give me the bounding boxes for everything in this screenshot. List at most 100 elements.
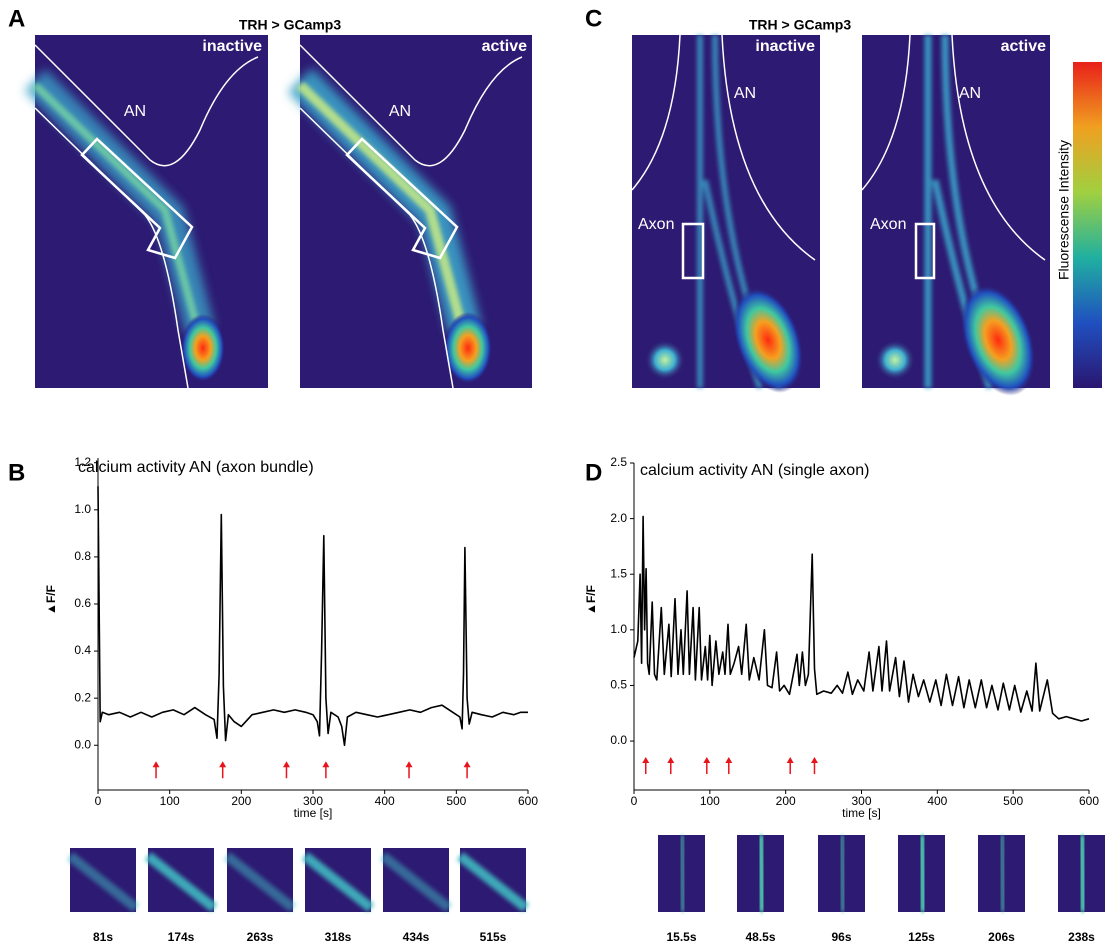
x-tick-label: 100 xyxy=(160,794,180,808)
region-label: AN xyxy=(734,85,756,102)
y-axis-label: ▲F/F xyxy=(44,585,58,615)
arrow-head xyxy=(152,761,160,768)
y-tick-label: 1.5 xyxy=(610,566,627,580)
region-label: AN xyxy=(124,103,146,120)
y-axis-label: ▲F/F xyxy=(584,585,598,615)
x-tick-label: 500 xyxy=(446,794,466,808)
stimulus-arrow xyxy=(463,761,471,779)
arrow-head xyxy=(642,757,650,764)
y-tick-label: 1.0 xyxy=(610,622,627,636)
x-tick-label: 500 xyxy=(1003,794,1023,808)
arrow-head xyxy=(703,757,711,764)
arrow-head xyxy=(463,761,471,768)
thumbnail xyxy=(66,848,140,912)
chart-title: calcium activity AN (axon bundle) xyxy=(78,459,314,476)
stimulus-arrow xyxy=(810,757,818,775)
thumbnail xyxy=(456,848,530,912)
x-tick-label: 300 xyxy=(851,794,871,808)
y-tick-label: 2.5 xyxy=(610,455,627,469)
stimulus-arrow xyxy=(703,757,711,775)
thumbnail-signal xyxy=(917,834,928,913)
micrograph: active AN xyxy=(287,35,532,389)
region-label: AN xyxy=(959,85,981,102)
y-tick-label: 0.6 xyxy=(74,596,91,610)
x-tick-label: 600 xyxy=(518,794,538,808)
thumbnail-signal xyxy=(1077,834,1088,913)
thumbnail-signal xyxy=(66,852,140,912)
y-tick-label: 0.0 xyxy=(610,733,627,747)
stimulus-arrow xyxy=(219,761,227,779)
micrograph: inactive AN xyxy=(24,35,268,389)
thumbnail-label: 238s xyxy=(1068,930,1095,944)
x-tick-label: 300 xyxy=(303,794,323,808)
thumbnail xyxy=(898,834,945,913)
thumbnail-label: 318s xyxy=(325,930,352,944)
thumbnail xyxy=(978,834,1025,913)
colorbar-label: Fluorescense Intensity xyxy=(1056,140,1072,280)
panel-title: TRH > GCamp3 xyxy=(239,17,342,33)
thumbnail xyxy=(737,834,784,913)
stimulus-arrow xyxy=(667,757,675,775)
x-tick-label: 200 xyxy=(231,794,251,808)
thumbnail-label: 81s xyxy=(93,930,113,944)
image-label: inactive xyxy=(202,38,262,55)
thumbnail-signal xyxy=(837,834,848,913)
panel-letter: C xyxy=(585,5,602,32)
image-label: active xyxy=(1001,38,1046,55)
stimulus-arrow xyxy=(152,761,160,779)
micrograph: inactive AN Axon xyxy=(631,34,820,393)
thumbnail-signal xyxy=(456,852,530,912)
panel-letter: A xyxy=(8,5,25,32)
thumbnail-label: 96s xyxy=(831,930,851,944)
x-tick-label: 400 xyxy=(927,794,947,808)
x-axis-label: time [s] xyxy=(294,806,333,820)
stimulus-arrow xyxy=(322,761,330,779)
thumbnail xyxy=(1058,834,1105,913)
image-label: inactive xyxy=(755,38,815,55)
thumbnail-signal xyxy=(301,852,375,912)
y-tick-label: 0.2 xyxy=(74,690,91,704)
thumbnail-signal xyxy=(756,834,767,913)
thumbnail-label: 206s xyxy=(988,930,1015,944)
stimulus-arrow xyxy=(642,757,650,775)
panel-title: TRH > GCamp3 xyxy=(749,17,852,33)
thumbnail-label: 174s xyxy=(168,930,195,944)
panel-letter: D xyxy=(585,459,602,486)
thumbnail xyxy=(144,848,218,912)
arrow-head xyxy=(786,757,794,764)
y-tick-label: 1.0 xyxy=(74,502,91,516)
thumbnail-label: 263s xyxy=(247,930,274,944)
arrow-head xyxy=(322,761,330,768)
chart-title: calcium activity AN (single axon) xyxy=(640,462,869,479)
stimulus-arrow xyxy=(786,757,794,775)
arrow-head xyxy=(667,757,675,764)
thumbnail xyxy=(658,834,705,913)
y-tick-label: 1.2 xyxy=(74,455,91,469)
data-line xyxy=(97,486,528,747)
y-tick-label: 0.8 xyxy=(74,549,91,563)
thumbnail-label: 515s xyxy=(480,930,507,944)
thumbnail-signal xyxy=(379,852,453,912)
x-tick-label: 100 xyxy=(700,794,720,808)
data-line xyxy=(633,515,1090,722)
image-label: active xyxy=(482,38,527,55)
thumbnail xyxy=(301,848,375,912)
arrow-head xyxy=(405,761,413,768)
thumbnail xyxy=(379,848,453,912)
arrow-head xyxy=(282,761,290,768)
thumbnail-signal xyxy=(144,852,218,912)
x-tick-label: 0 xyxy=(631,794,638,808)
y-tick-label: 2.0 xyxy=(610,511,627,525)
x-tick-label: 600 xyxy=(1079,794,1099,808)
thumbnail xyxy=(818,834,865,913)
thumbnail-label: 15.5s xyxy=(666,930,696,944)
x-tick-label: 200 xyxy=(776,794,796,808)
thumbnail-label: 434s xyxy=(403,930,430,944)
thumbnail-signal xyxy=(223,852,297,912)
roi-label: Axon xyxy=(870,216,906,233)
thumbnail-label: 48.5s xyxy=(745,930,775,944)
y-tick-label: 0.4 xyxy=(74,643,91,657)
y-tick-label: 0.5 xyxy=(610,678,627,692)
x-axis-label: time [s] xyxy=(842,806,881,820)
